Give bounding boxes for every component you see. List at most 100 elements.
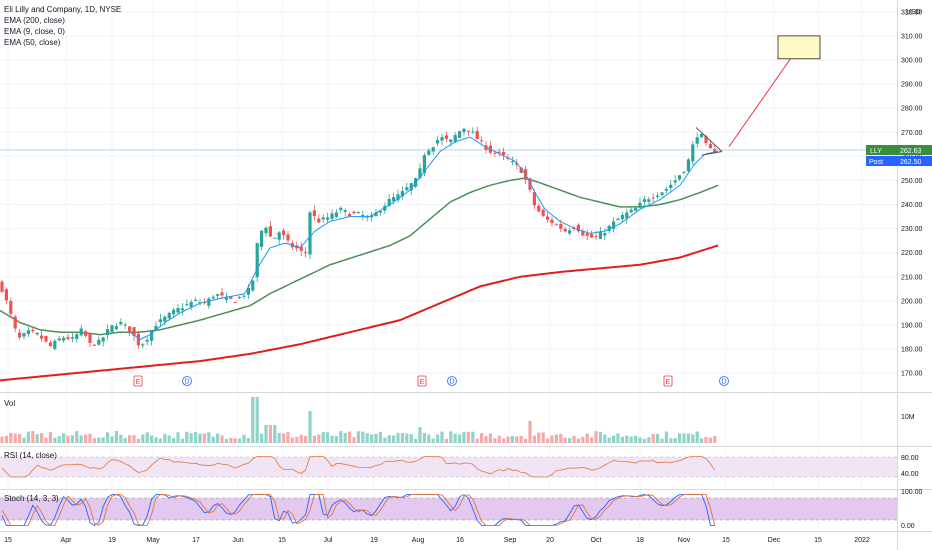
time-tick-label: 15: [814, 537, 822, 544]
time-tick-label: 15: [722, 537, 730, 544]
volume-bar: [277, 433, 281, 443]
earnings-event-letter: E: [666, 379, 671, 386]
candle-body: [282, 230, 286, 235]
volume-bar: [13, 433, 17, 443]
target-arrow-line: [728, 47, 799, 147]
candle-body: [480, 140, 484, 142]
candle-body: [180, 308, 184, 311]
volume-bar: [185, 431, 189, 443]
candle-body: [458, 131, 462, 138]
candle-body: [312, 210, 316, 217]
volume-bar: [686, 433, 690, 443]
volume-bar: [66, 435, 70, 443]
volume-bar: [286, 432, 290, 443]
candle-body: [132, 327, 136, 336]
drawings[interactable]: [695, 35, 821, 156]
candle-body: [62, 337, 66, 341]
ema-9-path: [129, 136, 719, 340]
volume-bar: [656, 433, 660, 443]
volume-bar: [356, 431, 360, 443]
candle-body: [22, 333, 26, 337]
candle-body: [700, 134, 704, 138]
volume-bar: [453, 433, 457, 443]
candle-body: [141, 344, 145, 346]
candle-body: [466, 130, 470, 132]
candle-body: [242, 295, 246, 297]
volume-bar: [594, 431, 598, 443]
candle-body: [106, 329, 110, 335]
volume-bar: [414, 439, 418, 443]
stoch-title[interactable]: Stoch (14, 3, 3): [4, 494, 59, 503]
price-tick-label: 300.00: [901, 57, 923, 64]
volume-bar: [145, 432, 149, 443]
candle-body: [612, 221, 616, 229]
candle-body: [128, 326, 132, 332]
candle-body: [348, 214, 352, 217]
rsi-line: [1, 456, 716, 478]
last-tag-label: LLY: [870, 148, 882, 155]
stoch-k-line: [1, 494, 715, 526]
stoch-pane: [0, 494, 897, 526]
volume-bar: [189, 433, 193, 443]
candle-body: [431, 147, 435, 152]
candle-body: [708, 144, 712, 149]
volume-bar: [207, 432, 211, 443]
ema-200-label[interactable]: EMA (200, close): [4, 16, 65, 25]
rsi-pane: [0, 456, 897, 478]
candle-body: [330, 213, 334, 219]
candle-body: [207, 298, 211, 306]
volume-bar: [563, 437, 567, 443]
candle-body: [673, 180, 677, 183]
volume-bar: [211, 436, 215, 443]
candle-body: [598, 232, 602, 239]
ema-50-label[interactable]: EMA (50, close): [4, 38, 61, 47]
volume-bar: [651, 434, 655, 443]
volume-bar: [26, 431, 30, 443]
volume-bar: [84, 434, 88, 443]
candle-body: [497, 151, 501, 153]
volume-bar: [101, 437, 105, 443]
volume-bar: [700, 438, 704, 443]
currency-label: USD: [906, 9, 921, 16]
volume-tick-label: 10M: [901, 414, 915, 421]
volume-title[interactable]: Vol: [4, 399, 16, 408]
volume-bar: [576, 438, 580, 443]
candle-body: [651, 197, 655, 199]
volume-bar: [405, 433, 409, 443]
ema-9-label[interactable]: EMA (9, close, 0): [4, 27, 65, 36]
candle-body: [326, 217, 330, 220]
volume-bar: [4, 435, 8, 443]
volume-bar: [180, 438, 184, 443]
time-tick-label: Dec: [768, 537, 781, 544]
time-tick-label: Jul: [324, 537, 333, 544]
candle-body: [145, 340, 149, 342]
candle-body: [695, 137, 699, 144]
candle-body: [0, 281, 4, 292]
dividend-event-marker: [447, 376, 457, 386]
volume-bar: [53, 437, 57, 443]
candle-body: [277, 232, 281, 240]
time-tick-label: Sep: [504, 537, 517, 544]
volume-bar: [431, 438, 435, 443]
volume-bar: [383, 437, 387, 443]
volume-bar: [31, 431, 35, 443]
time-tick-label: May: [146, 537, 160, 544]
candle-body: [634, 208, 638, 211]
rsi-title[interactable]: RSI (14, close): [4, 451, 57, 460]
volume-bar: [123, 438, 127, 443]
triangle-upper-line: [695, 127, 723, 152]
post-tag-label-bg: [866, 156, 897, 167]
stoch-tick-label: 0.00: [901, 523, 915, 530]
volume-bar: [0, 436, 4, 443]
volume-bar: [475, 438, 479, 443]
candle-body: [220, 292, 224, 296]
volume-bar: [524, 438, 528, 443]
volume-bar: [330, 435, 334, 443]
volume-bar: [660, 438, 664, 443]
symbol-title[interactable]: Eli Lilly and Company, 1D, NYSE: [4, 5, 122, 14]
volume-bar: [669, 438, 673, 443]
time-tick-label: Nov: [678, 537, 691, 544]
volume-bar: [92, 438, 96, 443]
candle-body: [444, 135, 448, 139]
